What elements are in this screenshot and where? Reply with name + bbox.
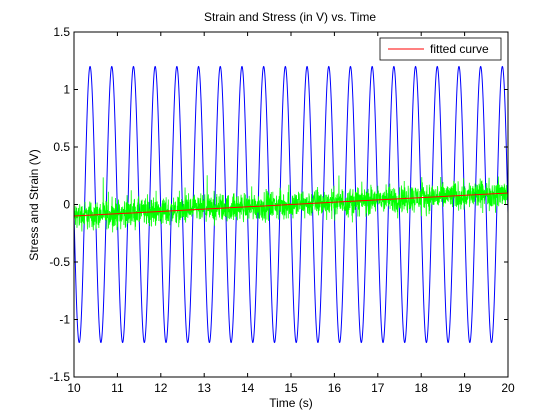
y-axis: -1.5 -1 -0.5 0 0.5 1 1.5 [49, 25, 508, 384]
legend-label-fitted-curve: fitted curve [430, 42, 489, 56]
x-axis-label: Time (s) [269, 396, 313, 410]
x-tick-label: 12 [154, 381, 168, 395]
series-fitted-curve-line [74, 192, 508, 217]
y-tick-label: 0 [63, 198, 70, 212]
x-tick-label: 19 [458, 381, 472, 395]
plot-area [73, 31, 509, 378]
x-tick-label: 18 [415, 381, 429, 395]
y-tick-label: 1 [63, 83, 70, 97]
y-tick-label: -0.5 [49, 255, 70, 269]
series-layer [74, 65, 508, 344]
y-tick-label: 0.5 [53, 140, 70, 154]
x-tick-label: 14 [241, 381, 255, 395]
x-tick-label: 11 [111, 381, 124, 395]
x-tick-label: 16 [328, 381, 342, 395]
x-tick-label: 17 [371, 381, 385, 395]
y-tick-label: 1.5 [53, 25, 70, 39]
x-tick-label: 20 [501, 381, 515, 395]
chart-title: Strain and Stress (in V) vs. Time [204, 10, 376, 24]
y-tick-label: -1.5 [49, 370, 70, 384]
x-axis: 10 11 12 13 14 15 16 17 18 19 20 [67, 32, 515, 395]
series-strain-noise-line [74, 175, 508, 233]
y-axis-label: Stress and Strain (V) [27, 149, 41, 260]
legend: fitted curve [379, 37, 502, 61]
x-tick-label: 10 [67, 381, 81, 395]
legend-box [379, 37, 502, 61]
x-tick-label: 13 [198, 381, 212, 395]
x-tick-label: 15 [284, 381, 298, 395]
y-tick-label: -1 [59, 313, 70, 327]
